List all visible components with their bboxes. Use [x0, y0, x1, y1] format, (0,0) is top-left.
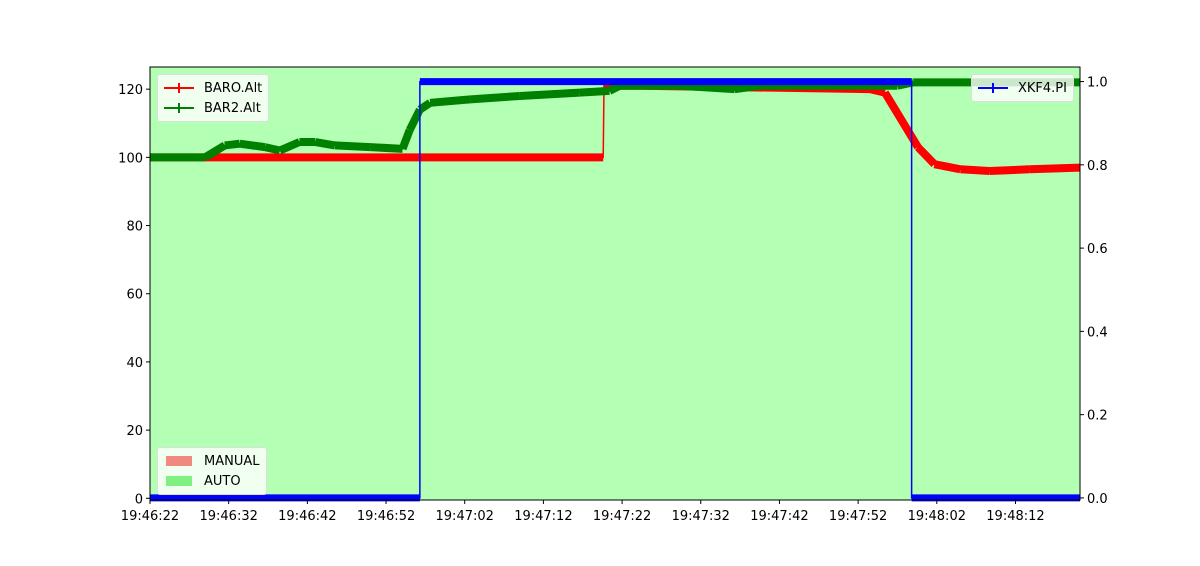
legend-label: BAR2.Alt [204, 100, 261, 116]
x-tick-label: 19:47:22 [593, 509, 651, 524]
x-tick-label: 19:46:22 [121, 509, 179, 524]
altitude-legend: BARO.Alt BAR2.Alt [157, 74, 270, 122]
x-tick-label: 19:46:52 [357, 509, 415, 524]
series-markers-BAR2.Alt [679, 81, 735, 94]
series-markers-BAR2.Alt [607, 82, 622, 95]
series-markers-BAR2.Alt [417, 99, 433, 113]
series-markers-BARO.Alt [960, 165, 990, 175]
legend-label: AUTO [204, 473, 241, 489]
y-tick-label: 20 [126, 424, 143, 439]
auto-swatch-icon [166, 476, 192, 486]
x-tick-label: 19:47:02 [436, 509, 494, 524]
legend-item-bar2: BAR2.Alt [164, 98, 262, 118]
legend-item-auto: AUTO [164, 471, 260, 491]
y2-tick-label: 1.0 [1087, 76, 1108, 91]
series-markers-BAR2.Alt [734, 81, 761, 94]
mode-legend: MANUAL AUTO [157, 447, 267, 495]
series-markers-BAR2.Alt [406, 107, 424, 132]
series-markers-BAR2.Alt [224, 139, 241, 150]
x-tick-label: 19:48:12 [986, 509, 1044, 524]
series-markers-BAR2.Alt [579, 86, 610, 97]
legend-item-manual: MANUAL [164, 451, 260, 471]
y-tick-label: 40 [126, 356, 143, 371]
series-markers-BARO.Alt [1029, 163, 1081, 174]
series-markers-BARO.Alt [933, 160, 962, 174]
x-tick-label: 19:47:12 [514, 509, 572, 524]
y-tick-label: 80 [126, 220, 143, 235]
pi-legend: XKF4.PI [971, 74, 1074, 102]
x-tick-label: 19:47:42 [750, 509, 808, 524]
x-tick-label: 19:47:32 [672, 509, 730, 524]
y-tick-label: 100 [118, 151, 143, 166]
series-markers-BAR2.Alt [469, 91, 521, 104]
legend-label: MANUAL [204, 453, 260, 469]
series-markers-BARO.Alt [915, 144, 938, 167]
series-markers-BAR2.Alt [370, 143, 403, 153]
series-markers-BAR2.Alt [314, 138, 336, 150]
y2-tick-label: 0.6 [1087, 242, 1108, 257]
y2-tick-label: 0.4 [1087, 325, 1108, 340]
series-markers-BAR2.Alt [429, 95, 471, 107]
y2-tick-label: 0.8 [1087, 159, 1108, 174]
series-markers-BAR2.Alt [263, 143, 281, 155]
manual-swatch-icon [166, 456, 192, 466]
series-markers-BAR2.Alt [203, 141, 227, 161]
series-markers-BAR2.Alt [398, 128, 414, 151]
y-tick-label: 0 [135, 492, 143, 507]
y-tick-label: 120 [118, 83, 143, 98]
x-tick-label: 19:46:32 [199, 509, 257, 524]
x-tick-label: 19:48:02 [908, 509, 966, 524]
legend-item-baro: BARO.Alt [164, 78, 262, 98]
series-markers-BARO.Alt [881, 90, 922, 150]
plot-frame [149, 66, 1081, 501]
series-markers-BARO.Alt [989, 165, 1030, 175]
series-markers-BAR2.Alt [278, 138, 302, 155]
green-line-icon [164, 103, 194, 113]
legend-item-xkf4: XKF4.PI [978, 78, 1067, 98]
series-markers-BAR2.Alt [519, 88, 580, 100]
y2-tick-label: 0.2 [1087, 409, 1108, 424]
blue-line-icon [978, 83, 1008, 93]
auto-mode-region [150, 67, 1080, 500]
y-tick-label: 60 [126, 288, 143, 303]
series-markers-BAR2.Alt [334, 141, 371, 152]
legend-label: XKF4.PI [1018, 80, 1067, 96]
x-tick-label: 19:47:52 [829, 509, 887, 524]
series-markers-BAR2.Alt [239, 139, 266, 152]
y2-tick-label: 0.0 [1087, 492, 1108, 507]
x-tick-label: 19:46:42 [278, 509, 336, 524]
red-line-icon [164, 83, 194, 93]
legend-label: BARO.Alt [204, 80, 263, 96]
